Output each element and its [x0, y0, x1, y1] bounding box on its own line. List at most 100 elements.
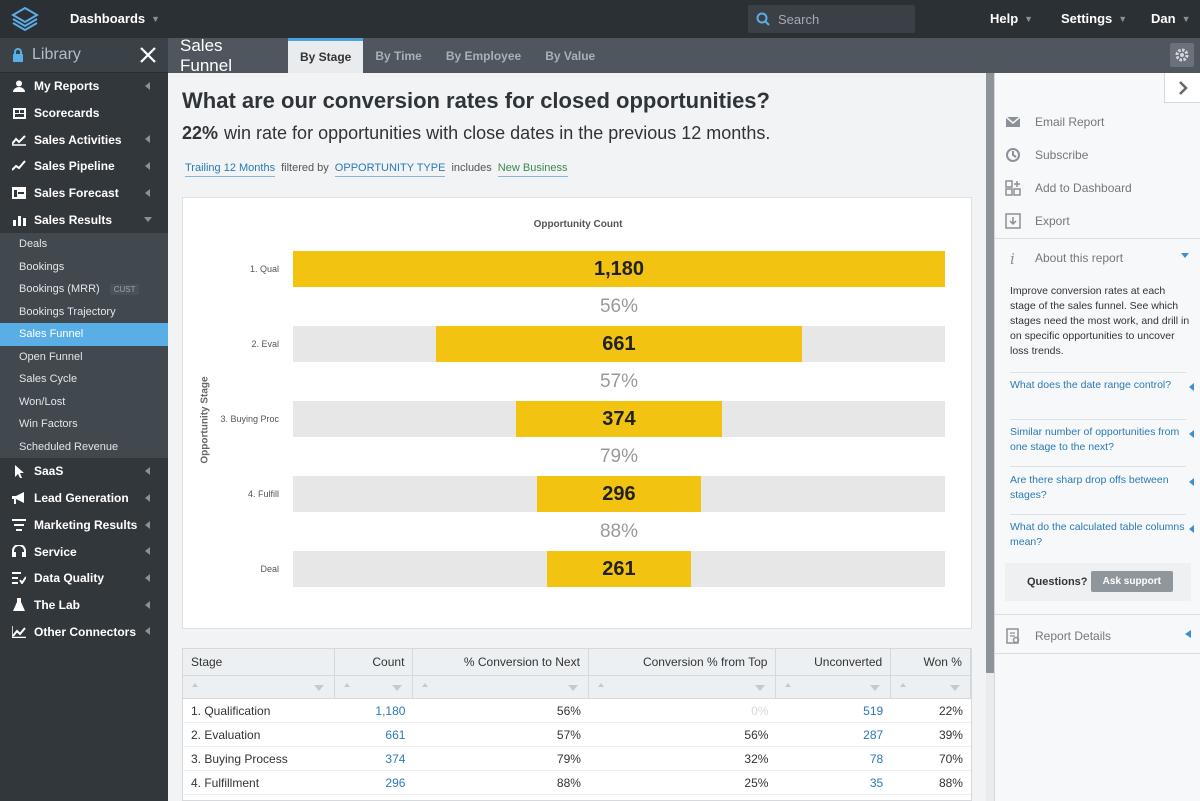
sidebar-item-my-reports[interactable]: My Reports — [0, 73, 168, 100]
sidebar-item-other-connectors[interactable]: Other Connectors — [0, 618, 168, 645]
subscribe-action[interactable]: Subscribe — [1005, 147, 1088, 163]
user-menu[interactable]: Dan ▼ — [1151, 11, 1190, 26]
sidebar-item-data-quality[interactable]: Data Quality — [0, 565, 168, 592]
sidebar-item-label: Sales Pipeline — [34, 159, 115, 174]
column-header-conversion-top[interactable]: Conversion % from Top — [589, 649, 777, 675]
column-filter-unconverted[interactable] — [776, 676, 892, 698]
line-chart-icon — [12, 625, 26, 639]
chevron-right-icon[interactable] — [1164, 73, 1200, 103]
envelope-icon — [1005, 116, 1021, 127]
chevron-down-icon: ▼ — [1181, 13, 1191, 24]
tab-by-time[interactable]: By Time — [375, 48, 422, 63]
table-cell-link[interactable]: 287 — [863, 727, 884, 742]
sidebar-item-sales-pipeline[interactable]: Sales Pipeline — [0, 153, 168, 180]
close-icon[interactable] — [138, 45, 158, 65]
table-cell-link[interactable]: 78 — [869, 751, 884, 766]
export-action[interactable]: Export — [1005, 213, 1070, 229]
date-range-filter[interactable]: Trailing 12 Months — [185, 162, 276, 177]
sidebar-item-win-factors[interactable]: Win Factors — [0, 413, 168, 436]
scrollbar[interactable] — [986, 73, 994, 673]
table-cell-link[interactable]: 296 — [385, 775, 406, 790]
sidebar-item-scorecards[interactable]: Scorecards — [0, 100, 168, 127]
table-cell: 56% — [556, 703, 581, 718]
email-report-action[interactable]: Email Report — [1005, 114, 1104, 130]
funnel-bar[interactable]: 1,180 — [293, 251, 945, 287]
sidebar-item-sales-forecast[interactable]: Sales Forecast — [0, 180, 168, 207]
sidebar-item-scheduled-revenue[interactable]: Scheduled Revenue — [0, 436, 168, 459]
faq-item[interactable]: What does the date range control? — [1010, 378, 1194, 393]
opportunity-type-filter[interactable]: OPPORTUNITY TYPE — [334, 162, 446, 177]
funnel-bar[interactable]: 661 — [436, 326, 802, 362]
column-filter-count[interactable] — [335, 676, 414, 698]
app-logo[interactable] — [10, 6, 40, 32]
table-cell: 22% — [938, 703, 963, 718]
column-header-unconverted[interactable]: Unconverted — [776, 649, 892, 675]
report-tab-bar: Sales Funnel By Stage By Time By Employe… — [168, 36, 1200, 75]
sidebar-item-saas[interactable]: SaaS — [0, 458, 168, 485]
column-filter-conversion-next[interactable] — [413, 676, 589, 698]
sidebar-item-lead-generation[interactable]: Lead Generation — [0, 485, 168, 512]
sidebar-item-open-funnel[interactable]: Open Funnel — [0, 346, 168, 369]
y-axis-label: Opportunity Stage — [199, 376, 211, 464]
faq-item[interactable]: Similar number of opportunities from one… — [1010, 425, 1194, 455]
table-cell-link[interactable]: 1,180 — [375, 703, 406, 718]
gear-icon[interactable] — [1170, 43, 1194, 67]
funnel-bar[interactable]: 296 — [537, 476, 701, 512]
sidebar-item-bookings-mrr[interactable]: Bookings (MRR) CUST — [0, 278, 168, 301]
sidebar-item-bookings[interactable]: Bookings — [0, 256, 168, 279]
search-input[interactable]: Search — [748, 5, 915, 33]
sidebar-item-the-lab[interactable]: The Lab — [0, 592, 168, 619]
add-to-dashboard-action[interactable]: Add to Dashboard — [1005, 180, 1132, 196]
report-details-toggle[interactable]: Report Details — [1005, 628, 1111, 644]
tab-by-value[interactable]: By Value — [545, 48, 596, 63]
column-filter-conversion-top[interactable] — [589, 676, 777, 698]
tab-by-employee[interactable]: By Employee — [445, 48, 522, 63]
column-filter-stage[interactable] — [183, 676, 335, 698]
table-cell-link[interactable]: 661 — [385, 727, 406, 742]
sidebar-item-deals[interactable]: Deals — [0, 233, 168, 256]
column-header-count[interactable]: Count — [335, 649, 414, 675]
table-cell-link[interactable]: 374 — [385, 751, 406, 766]
about-label: About this report — [1035, 251, 1124, 265]
export-icon — [1005, 213, 1021, 229]
sidebar-item-sales-funnel[interactable]: Sales Funnel — [0, 323, 168, 346]
table-cell-link[interactable]: 35 — [869, 775, 884, 790]
sidebar-item-won-lost[interactable]: Won/Lost — [0, 391, 168, 414]
help-menu[interactable]: Help ▼ — [990, 11, 1033, 26]
results-icon — [12, 213, 26, 227]
filter-value[interactable]: New Business — [497, 162, 568, 177]
dashboards-menu[interactable]: Dashboards ▼ — [70, 11, 160, 26]
sidebar-item-sales-results[interactable]: Sales Results — [0, 206, 168, 233]
table-cell-link[interactable]: 519 — [863, 703, 884, 718]
faq-label: What do the calculated table columns mea… — [1010, 521, 1185, 548]
tab-by-stage[interactable]: By Stage — [288, 38, 364, 73]
chevron-left-icon — [145, 135, 150, 144]
stage-label: 2. Eval — [251, 339, 279, 349]
sidebar-item-sales-activities[interactable]: Sales Activities — [0, 126, 168, 153]
funnel-chart: Opportunity Count Opportunity Stage 1,18… — [182, 197, 972, 629]
conversion-label: 56% — [599, 296, 639, 317]
funnel-bar[interactable]: 261 — [546, 551, 692, 587]
sidebar-subitem-label: Won/Lost — [19, 395, 66, 408]
chevron-left-icon — [1189, 478, 1194, 486]
divider — [1010, 466, 1186, 467]
ask-support-button[interactable]: Ask support — [1090, 571, 1173, 592]
sidebar-item-sales-cycle[interactable]: Sales Cycle — [0, 368, 168, 391]
column-filter-won[interactable] — [891, 676, 971, 698]
faq-item[interactable]: Are there sharp drop offs between stages… — [1010, 473, 1194, 503]
funnel-bar-track: 261 — [293, 551, 945, 587]
column-header-stage[interactable]: Stage — [183, 649, 335, 675]
sidebar-item-bookings-trajectory[interactable]: Bookings Trajectory — [0, 301, 168, 324]
column-header-conversion-next[interactable]: % Conversion to Next — [413, 649, 589, 675]
search-icon — [756, 12, 770, 26]
sidebar-item-marketing-results[interactable]: Marketing Results — [0, 512, 168, 539]
faq-item[interactable]: What do the calculated table columns mea… — [1010, 520, 1194, 550]
dashboards-label: Dashboards — [70, 11, 146, 26]
settings-menu[interactable]: Settings ▼ — [1061, 11, 1127, 26]
table-cell: 88% — [938, 775, 963, 790]
about-report-toggle[interactable]: i About this report — [1005, 250, 1123, 266]
sidebar-item-service[interactable]: Service — [0, 538, 168, 565]
funnel-bar[interactable]: 374 — [515, 401, 723, 437]
table-cell: 56% — [744, 727, 769, 742]
column-header-won[interactable]: Won % — [891, 649, 971, 675]
